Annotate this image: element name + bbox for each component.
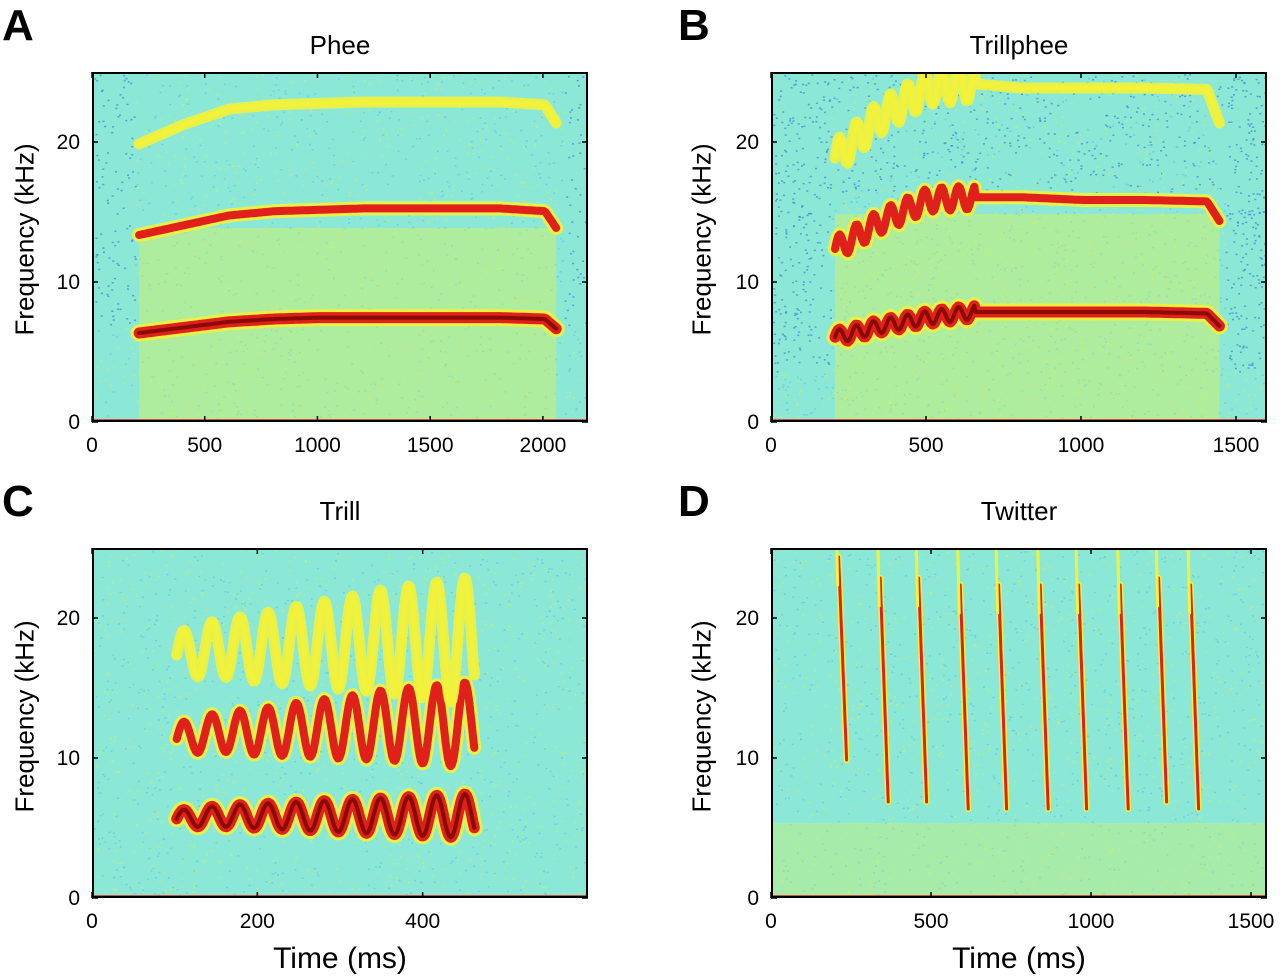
x-tick-label: 0 bbox=[765, 434, 777, 457]
panel-title-d: Twitter bbox=[980, 496, 1058, 526]
panel-letter-c: C bbox=[2, 477, 34, 526]
x-tick-label: 1500 bbox=[1213, 434, 1260, 457]
panel-title-b: Trillphee bbox=[969, 30, 1069, 60]
spectrogram-image-b bbox=[773, 74, 1265, 420]
sweep-band bbox=[837, 555, 849, 762]
x-tick-label: 500 bbox=[913, 910, 948, 933]
x-tick-label: 0 bbox=[765, 910, 777, 933]
spectrogram-a bbox=[92, 72, 588, 422]
low-frequency-band bbox=[94, 419, 586, 420]
sweep-harmonic bbox=[914, 550, 920, 608]
y-axis-label-b: Frequency (kHz) bbox=[686, 143, 717, 336]
x-tick-label: 1000 bbox=[1058, 434, 1105, 457]
sweep-harmonic bbox=[994, 550, 1000, 615]
harmonic-core bbox=[833, 303, 1222, 344]
y-tick-label: 0 bbox=[747, 887, 759, 910]
y-tick-label: 10 bbox=[57, 271, 80, 294]
x-tick-label: 1500 bbox=[407, 434, 454, 457]
y-tick-label: 20 bbox=[57, 131, 80, 154]
harmonic-band bbox=[172, 678, 479, 771]
spectrogram-image-d bbox=[773, 550, 1265, 896]
y-tick-label: 0 bbox=[747, 411, 759, 434]
x-axis-label-c: Time (ms) bbox=[273, 942, 407, 975]
harmonic-band bbox=[831, 182, 1224, 258]
spectrogram-b bbox=[771, 72, 1267, 422]
sweep-band bbox=[1157, 576, 1169, 804]
low-frequency-band bbox=[773, 895, 1265, 896]
sweep-band bbox=[958, 583, 970, 811]
sweep-band bbox=[917, 576, 929, 804]
y-tick-label: 10 bbox=[736, 271, 759, 294]
x-axis-label-d: Time (ms) bbox=[952, 942, 1086, 975]
sweep-band bbox=[878, 576, 890, 804]
x-tick-label: 1000 bbox=[1068, 910, 1115, 933]
panel-letter-b: B bbox=[678, 1, 710, 50]
twitter-sweeps bbox=[835, 550, 1202, 812]
sweep-band bbox=[1038, 583, 1050, 811]
sweep-harmonic bbox=[1036, 550, 1041, 615]
sweep-band bbox=[1077, 583, 1089, 811]
sweep-harmonic bbox=[1154, 550, 1160, 608]
low-frequency-band bbox=[94, 895, 586, 896]
y-tick-label: 0 bbox=[68, 411, 80, 434]
y-tick-label: 10 bbox=[736, 747, 759, 770]
spectrogram-d bbox=[771, 548, 1267, 898]
low-frequency-band bbox=[773, 419, 1265, 420]
harmonic-band bbox=[832, 74, 1222, 166]
x-tick-label: 1500 bbox=[1228, 910, 1275, 933]
panel-title-a: Phee bbox=[309, 30, 371, 60]
harmonic-band bbox=[136, 99, 559, 147]
panel-letter-a: A bbox=[2, 1, 34, 50]
y-axis-label-d: Frequency (kHz) bbox=[686, 620, 717, 813]
sweep-harmonic bbox=[835, 550, 840, 587]
spectrogram-background bbox=[773, 550, 1265, 896]
y-tick-label: 20 bbox=[736, 607, 759, 630]
sweep-harmonic bbox=[1186, 550, 1192, 615]
harmonic-core bbox=[174, 792, 477, 840]
x-tick-label: 2000 bbox=[520, 434, 567, 457]
harmonic-band bbox=[135, 204, 561, 239]
harmonic-band bbox=[174, 575, 477, 705]
sweep-band bbox=[1189, 583, 1201, 811]
y-tick-label: 10 bbox=[57, 747, 80, 770]
y-tick-label: 20 bbox=[736, 131, 759, 154]
spectrogram-c bbox=[92, 548, 588, 898]
harmonic-core bbox=[137, 315, 559, 335]
y-axis-label-a: Frequency (kHz) bbox=[9, 143, 40, 336]
x-tick-label: 200 bbox=[240, 910, 275, 933]
sweep-harmonic bbox=[1074, 550, 1080, 615]
spectrogram-image-c bbox=[94, 550, 586, 896]
sweep-band bbox=[1118, 583, 1130, 811]
x-tick-label: 500 bbox=[187, 434, 222, 457]
spectrogram-image-a bbox=[94, 74, 586, 420]
x-tick-label: 500 bbox=[908, 434, 943, 457]
y-axis-label-c: Frequency (kHz) bbox=[9, 620, 40, 813]
panel-title-c: Trill bbox=[319, 496, 361, 526]
panel-letter-d: D bbox=[678, 477, 710, 526]
x-tick-label: 0 bbox=[86, 910, 98, 933]
x-tick-label: 400 bbox=[405, 910, 440, 933]
broadband-energy bbox=[773, 823, 1265, 896]
x-tick-label: 0 bbox=[86, 434, 98, 457]
y-tick-label: 20 bbox=[57, 607, 80, 630]
sweep-band bbox=[997, 583, 1009, 811]
y-tick-label: 0 bbox=[68, 887, 80, 910]
sweep-harmonic bbox=[1116, 550, 1121, 615]
x-tick-label: 1000 bbox=[294, 434, 341, 457]
sweep-harmonic bbox=[956, 550, 961, 615]
sweep-harmonic bbox=[876, 550, 881, 608]
